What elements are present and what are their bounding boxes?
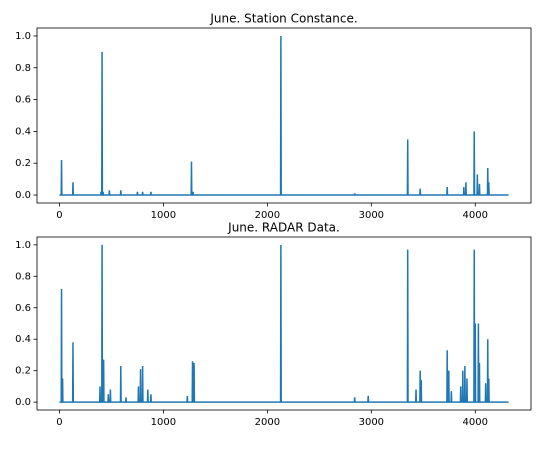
y-tick-label: 0.6 [15,95,31,106]
x-tick-label: 4000 [463,210,488,221]
y-tick-label: 0.6 [15,303,31,314]
axes-frame [36,27,532,204]
y-tick-label: 0.0 [15,190,31,201]
y-tick-label: 1.0 [15,240,31,251]
chart-title: June. RADAR Data. [227,221,340,235]
y-tick-label: 1.0 [15,31,31,42]
chart-title: June. Station Constance. [209,12,357,26]
x-tick-label: 3000 [359,417,384,428]
x-tick-label: 0 [56,210,62,221]
x-tick-label: 3000 [359,210,384,221]
y-tick-label: 0.4 [15,334,31,345]
data-line [59,244,509,403]
y-tick-label: 0.8 [15,271,31,282]
x-tick-label: 2000 [255,210,280,221]
y-tick-label: 0.8 [15,63,31,74]
y-tick-label: 0.2 [15,366,31,377]
y-tick-label: 0.0 [15,397,31,408]
y-tick-label: 0.4 [15,126,31,137]
x-tick-label: 1000 [151,210,176,221]
x-tick-label: 1000 [151,417,176,428]
x-tick-label: 0 [56,417,62,428]
y-tick-label: 0.2 [15,158,31,169]
axes-frame [36,236,532,411]
data-line [59,35,509,196]
x-tick-label: 4000 [463,417,488,428]
x-tick-label: 2000 [255,417,280,428]
